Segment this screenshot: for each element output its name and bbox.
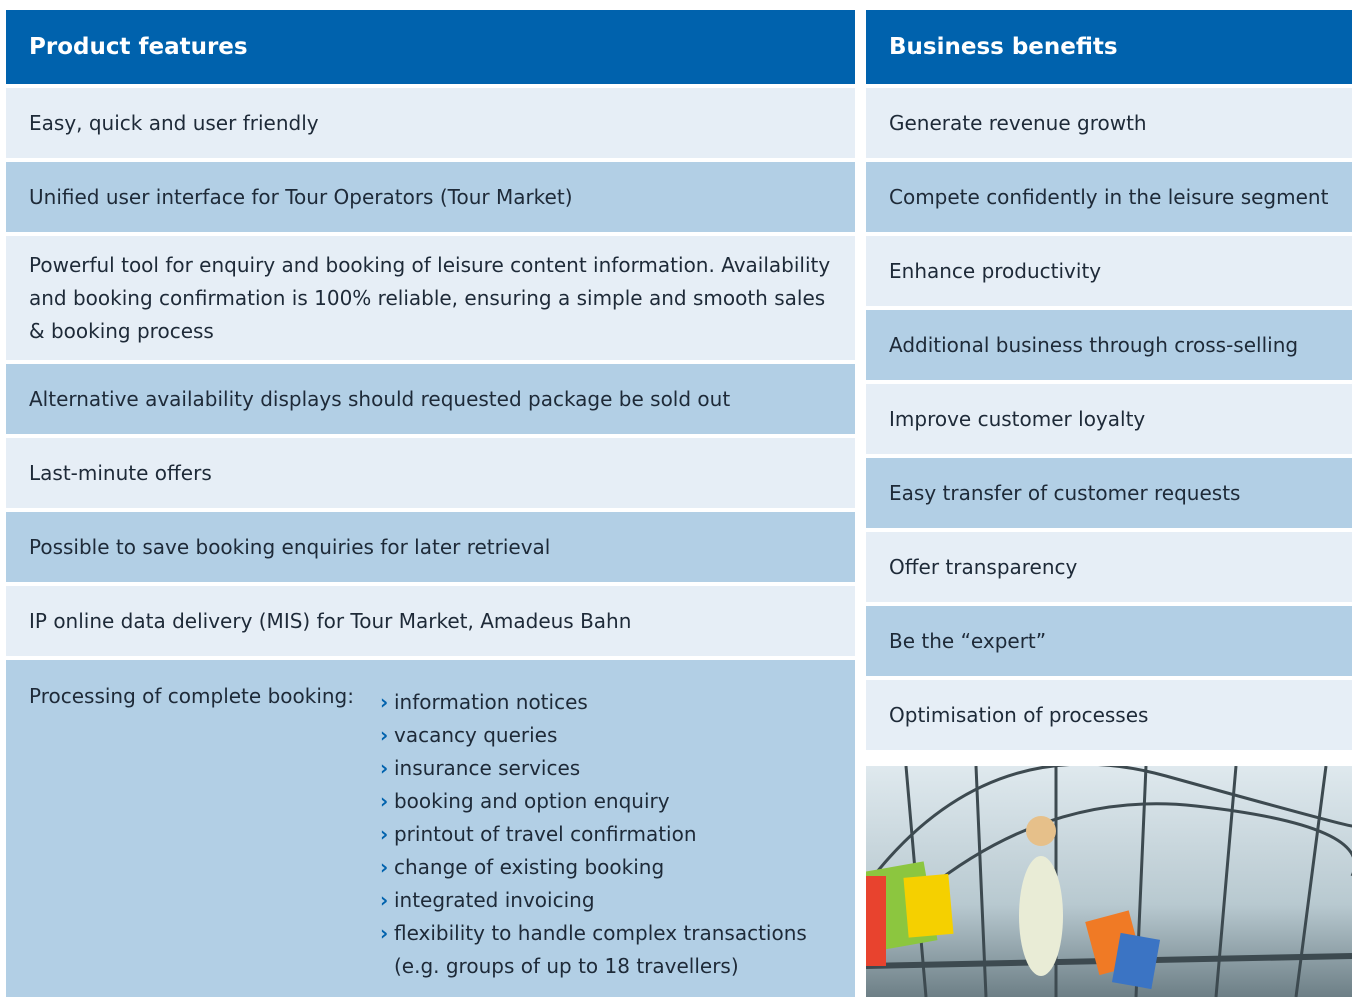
processing-item: information notices bbox=[380, 686, 820, 719]
feature-row: Unified user interface for Tour Operator… bbox=[6, 162, 855, 232]
processing-item: insurance services bbox=[380, 752, 820, 785]
benefit-row: Easy transfer of customer requests bbox=[866, 458, 1352, 528]
column-header: Product features bbox=[6, 10, 855, 84]
benefit-row: Generate revenue growth bbox=[866, 88, 1352, 158]
processing-item: integrated invoicing bbox=[380, 884, 820, 917]
benefit-row: Improve customer loyalty bbox=[866, 384, 1352, 454]
processing-item: vacancy queries bbox=[380, 719, 820, 752]
column-header: Business benefits bbox=[866, 10, 1352, 84]
processing-item: printout of travel confirmation bbox=[380, 818, 820, 851]
processing-row: Processing of complete booking: informati… bbox=[6, 660, 855, 997]
processing-label: Processing of complete booking: bbox=[29, 684, 354, 708]
benefit-row: Compete confidently in the leisure segme… bbox=[866, 162, 1352, 232]
processing-item: change of existing booking bbox=[380, 851, 820, 884]
benefit-row: Optimisation of processes bbox=[866, 680, 1352, 750]
feature-row: Easy, quick and user friendly bbox=[6, 88, 855, 158]
feature-row: Last-minute offers bbox=[6, 438, 855, 508]
feature-row: IP online data delivery (MIS) for Tour M… bbox=[6, 586, 855, 656]
benefit-row: Enhance productivity bbox=[866, 236, 1352, 306]
processing-item: booking and option enquiry bbox=[380, 785, 820, 818]
photo bbox=[866, 766, 1352, 997]
benefit-row: Offer transparency bbox=[866, 532, 1352, 602]
feature-row: Powerful tool for enquiry and booking of… bbox=[6, 236, 855, 360]
benefit-row: Be the “expert” bbox=[866, 606, 1352, 676]
processing-list: information noticesvacancy queriesinsura… bbox=[380, 686, 820, 983]
features-column: Product features Easy, quick and user fr… bbox=[6, 10, 855, 997]
processing-item: flexibility to handle complex transactio… bbox=[380, 917, 820, 983]
benefit-row: Additional business through cross-sellin… bbox=[866, 310, 1352, 380]
feature-row: Possible to save booking enquiries for l… bbox=[6, 512, 855, 582]
feature-row: Alternative availability displays should… bbox=[6, 364, 855, 434]
benefits-column: Business benefits Generate revenue growt… bbox=[866, 10, 1352, 754]
